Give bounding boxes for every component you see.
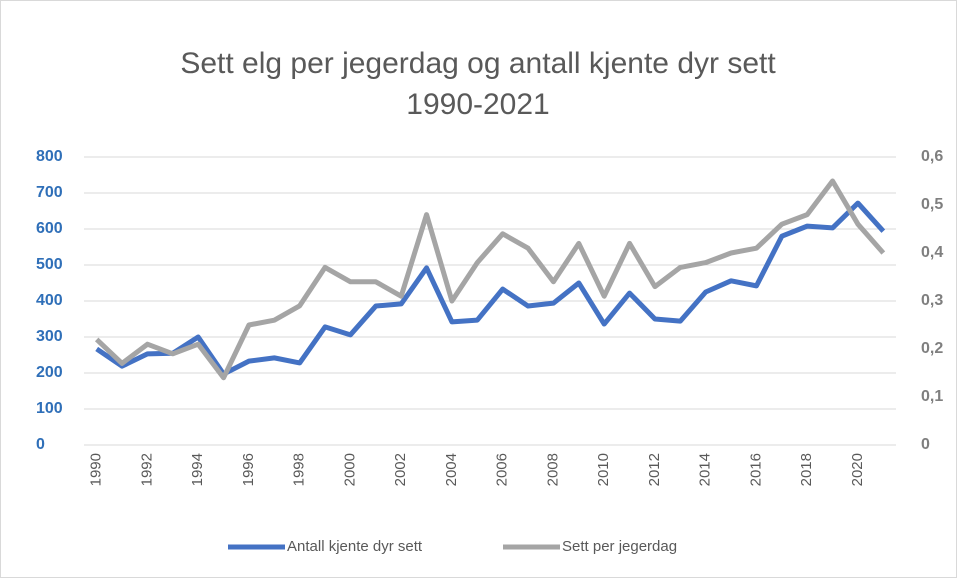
y-tick-label: 400 [36,292,63,309]
y-tick-label: 500 [36,256,63,273]
x-tick-label: 2012 [646,453,663,486]
y-tick-label: 600 [36,220,63,237]
y2-tick-label: 0,5 [921,196,943,213]
x-tick-label: 1992 [138,453,155,486]
y2-tick-label: 0,1 [921,388,943,405]
y-tick-label: 100 [36,400,63,417]
x-tick-label: 2004 [443,453,460,486]
series-line [94,178,886,381]
y2-tick-label: 0,2 [921,340,943,357]
y-tick-label: 800 [36,148,63,165]
x-tick-label: 2000 [341,453,358,486]
chart-title: 1990-2021 [406,88,549,121]
y-tick-label: 200 [36,364,63,381]
x-tick-label: 2014 [697,453,714,486]
x-tick-label: 2020 [849,453,866,486]
legend-label: Antall kjente dyr sett [287,538,423,555]
y2-tick-label: 0,6 [921,148,943,165]
y-tick-label: 0 [36,436,45,453]
legend-label: Sett per jegerdag [562,538,677,555]
x-tick-label: 2008 [544,453,561,486]
x-tick-label: 2016 [747,453,764,486]
y-tick-label: 700 [36,184,63,201]
chart-title: Sett elg per jegerdag og antall kjente d… [180,47,776,80]
y2-tick-label: 0 [921,436,930,453]
x-tick-label: 1998 [291,453,308,486]
y2-tick-label: 0,3 [921,292,943,309]
x-tick-label: 2002 [392,453,409,486]
x-tick-label: 2018 [798,453,815,486]
x-tick-label: 1994 [189,453,206,486]
x-tick-label: 2010 [595,453,612,486]
x-tick-label: 1996 [240,453,257,486]
y-tick-label: 300 [36,328,63,345]
x-tick-label: 2006 [494,453,511,486]
x-tick-label: 1990 [88,453,105,486]
y2-tick-label: 0,4 [921,244,943,261]
